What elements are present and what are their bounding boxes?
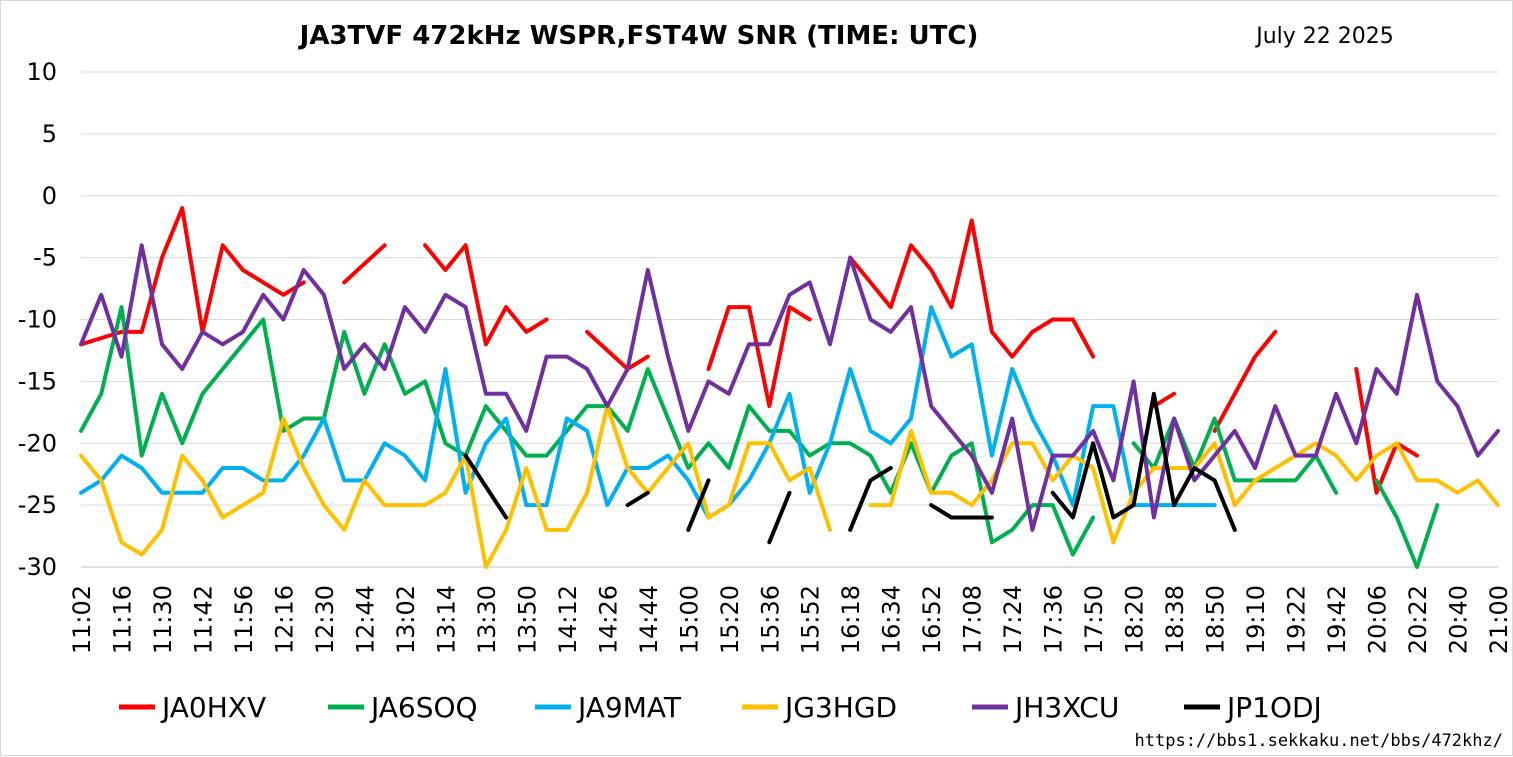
series-ja9mat (79, 305, 1217, 520)
x-tick-label: 11:30 (149, 585, 177, 654)
legend-label: JH3XCU (1013, 691, 1119, 724)
x-tick-label: 19:10 (1242, 585, 1270, 654)
x-tick-label: 20:06 (1364, 585, 1392, 654)
x-tick-label: 20:22 (1404, 585, 1432, 654)
y-tick-label: -5 (33, 244, 57, 272)
series-line-segment (686, 478, 711, 532)
series-line-segment (463, 453, 509, 520)
x-tick-label: 18:20 (1121, 585, 1149, 654)
x-tick-label: 15:52 (797, 585, 825, 654)
series-line-segment (767, 490, 792, 545)
series-line-segment (929, 503, 994, 520)
x-tick-label: 11:56 (230, 585, 258, 654)
x-tick-label: 15:20 (716, 585, 744, 654)
x-tick-label: 15:00 (675, 585, 703, 654)
x-tick-label: 13:50 (513, 585, 541, 654)
series-jg3hgd (79, 404, 1500, 569)
x-tick-label: 13:02 (392, 585, 420, 654)
legend-label: JA9MAT (576, 691, 682, 724)
series-line-segment (1374, 478, 1440, 569)
x-tick-label: 12:16 (270, 585, 298, 654)
x-tick-label: 17:36 (1040, 585, 1068, 654)
x-tick-label: 14:12 (554, 585, 582, 654)
x-tick-label: 13:14 (432, 585, 460, 654)
x-tick-label: 16:34 (878, 585, 906, 654)
chart-title: JA3TVF 472kHz WSPR,FST4W SNR (TIME: UTC) (298, 21, 979, 51)
x-tick-label: 15:36 (756, 585, 784, 654)
series-line-segment (625, 490, 650, 508)
series-line-segment (1212, 329, 1278, 433)
series-line-segment (1131, 416, 1339, 495)
series-jh3xcu (79, 243, 1500, 532)
x-tick-label: 19:22 (1283, 585, 1311, 654)
series-line-segment (79, 206, 306, 347)
y-tick-label: 10 (26, 58, 57, 86)
x-tick-label: 11:02 (68, 585, 96, 654)
series-line-segment (79, 305, 1217, 520)
series-line-segment (79, 243, 1500, 532)
series-line-segment (342, 243, 387, 285)
y-tick-label: -30 (18, 553, 57, 581)
x-tick-label: 21:00 (1485, 585, 1513, 654)
x-tick-label: 18:38 (1161, 585, 1189, 654)
legend-label: JA0HXV (160, 691, 266, 724)
series-line-segment (1050, 391, 1237, 532)
x-tick-label: 20:40 (1445, 585, 1473, 654)
series-line-segment (706, 305, 812, 409)
series-jp1odj (463, 391, 1237, 545)
y-tick-label: 0 (42, 182, 57, 210)
x-tick-label: 12:30 (311, 585, 339, 654)
x-tick-label: 19:42 (1323, 585, 1351, 654)
series-line-segment (868, 428, 1500, 545)
x-tick-label: 13:30 (473, 585, 501, 654)
series-line-segment (848, 466, 893, 532)
gridlines (81, 71, 1498, 568)
chart-date: July 22 2025 (1254, 24, 1394, 49)
x-tick-label: 18:50 (1202, 585, 1230, 654)
x-tick-label: 14:44 (635, 585, 663, 654)
x-axis: 11:02 11:16 11:30 11:42 11:56 12:16 12:30 12:44… (68, 585, 1513, 654)
legend-label: JG3HGD (783, 691, 897, 724)
legend: JA0HXV JA6SOQ JA9MAT JG3HGD JH3XCU JP1ODJ (119, 691, 1322, 724)
y-tick-label: -25 (18, 491, 57, 519)
series-line-segment (585, 329, 650, 371)
x-tick-label: 17:08 (959, 585, 987, 654)
source-url: https://bbs1.sekkaku.net/bbs/472khz/ (1135, 731, 1503, 751)
series-line-segment (423, 243, 549, 347)
x-tick-label: 12:44 (351, 585, 379, 654)
x-tick-label: 17:50 (1080, 585, 1108, 654)
x-tick-label: 14:26 (594, 585, 622, 654)
y-tick-label: -20 (18, 429, 57, 457)
x-tick-label: 16:52 (918, 585, 946, 654)
x-tick-label: 11:16 (108, 585, 136, 654)
series-ja0hxv (79, 206, 1419, 495)
x-tick-label: 16:18 (837, 585, 865, 654)
y-tick-label: -10 (18, 306, 57, 334)
x-tick-label: 11:42 (189, 585, 217, 654)
series-line-segment (79, 404, 832, 569)
legend-label: JA6SOQ (369, 691, 478, 724)
series-line-segment (848, 218, 1096, 359)
x-tick-label: 17:24 (999, 585, 1027, 654)
series-line-segment (1354, 367, 1419, 495)
y-axis: 10 5 0 -5 -10 -15 -20 -25 -30 (18, 58, 57, 581)
y-tick-label: -15 (18, 367, 57, 395)
plot-area (79, 206, 1500, 569)
legend-label: JP1ODJ (1225, 691, 1322, 724)
y-tick-label: 5 (42, 120, 57, 148)
